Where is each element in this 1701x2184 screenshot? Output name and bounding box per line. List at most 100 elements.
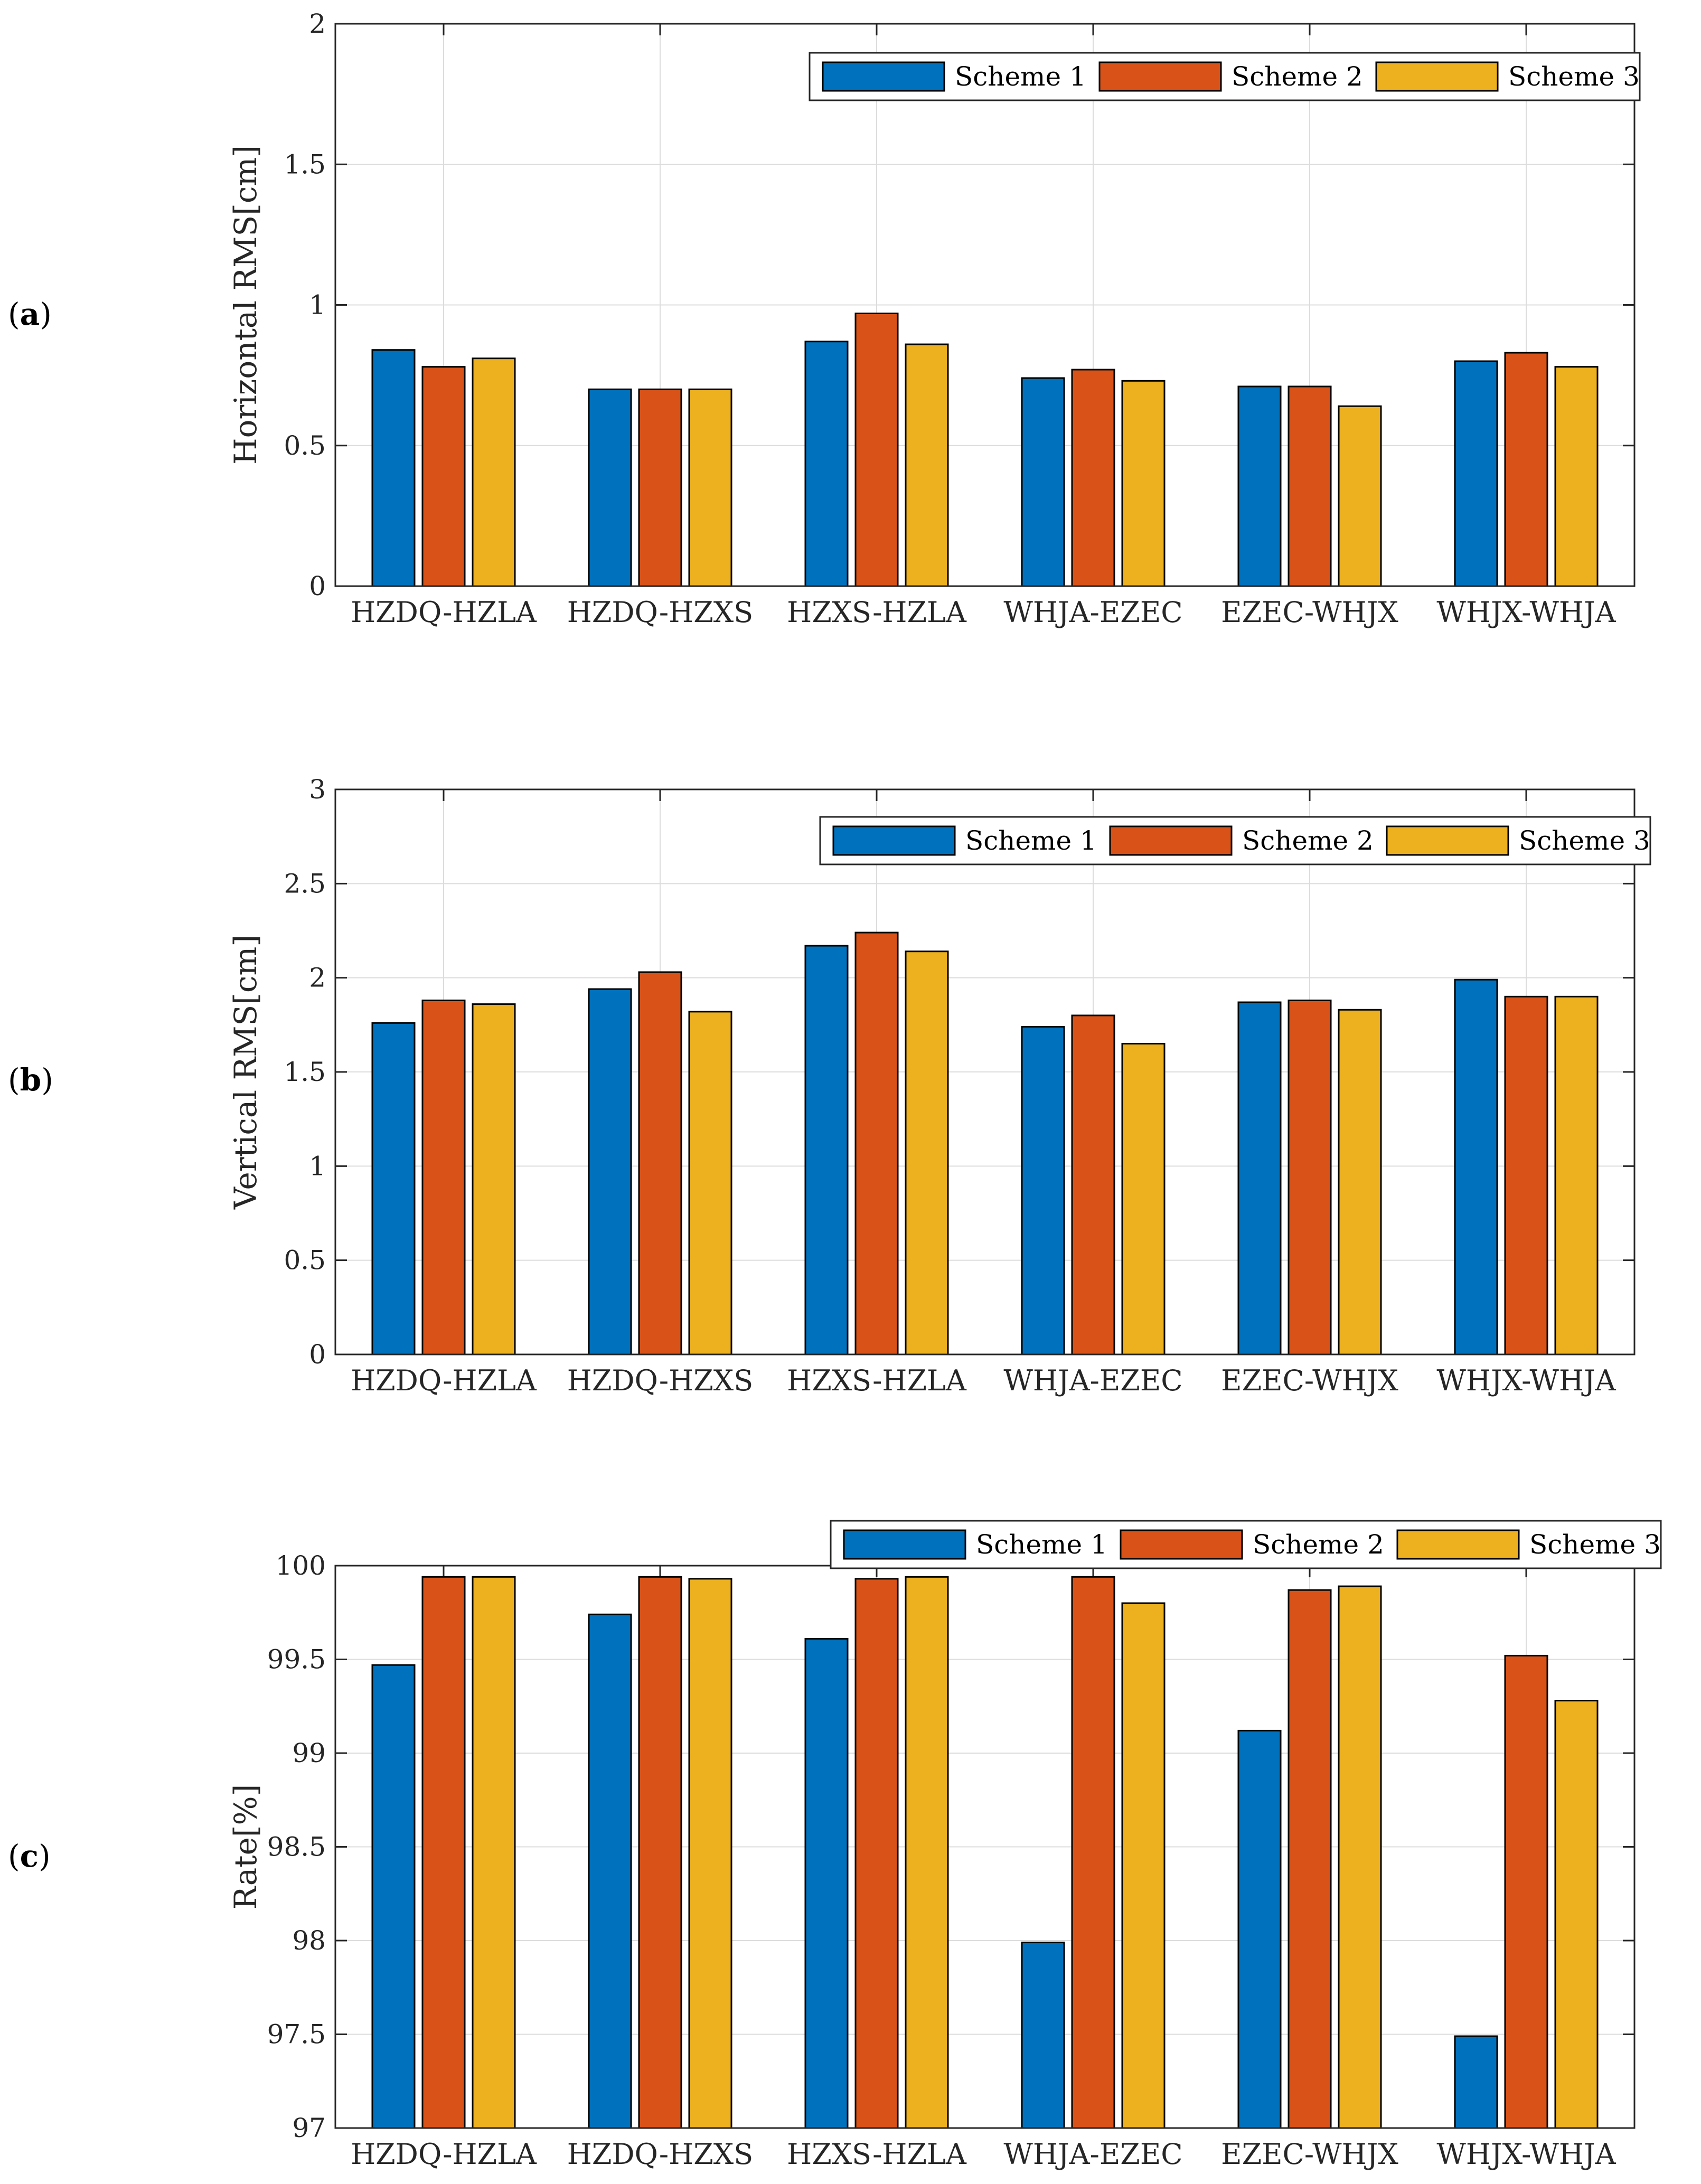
panel-label: (b) <box>8 1062 53 1098</box>
axes-box <box>334 23 1636 587</box>
legend-box <box>830 1520 1662 1569</box>
bar-scheme-1-ezec-whjx <box>1237 1001 1282 1355</box>
bar-scheme-3-ezec-whjx <box>1338 1585 1382 2129</box>
bar-scheme-1-whja-ezec <box>1021 1025 1065 1355</box>
bar-scheme-2-hzdq-hzla <box>421 1576 466 2129</box>
y-tick-label: 99.5 <box>267 1644 326 1675</box>
y-tick-label: 1.5 <box>284 149 326 180</box>
y-tick-label: 2 <box>309 963 326 993</box>
bar-scheme-3-hzxs-hzla <box>905 1576 949 2129</box>
legend-swatch <box>843 1529 966 1560</box>
legend-swatch <box>1386 825 1509 856</box>
legend-entry: Scheme 3 <box>1529 1529 1661 1560</box>
legend-swatch <box>1396 1529 1520 1560</box>
bar-scheme-2-whjx-whja <box>1504 1654 1548 2129</box>
legend-entry: Scheme 1 <box>976 1529 1107 1560</box>
bar-scheme-2-whja-ezec <box>1071 1576 1115 2129</box>
legend-swatch <box>1098 61 1222 92</box>
bar-scheme-1-ezec-whjx <box>1237 1729 1282 2129</box>
bar-scheme-3-whjx-whja <box>1554 1700 1599 2129</box>
y-tick-label: 0.5 <box>284 1245 326 1276</box>
bar-scheme-3-whja-ezec <box>1121 380 1166 587</box>
bar-scheme-3-hzdq-hzla <box>472 357 516 587</box>
bar-scheme-3-hzxs-hzla <box>905 950 949 1355</box>
bar-scheme-2-hzdq-hzla <box>421 366 466 587</box>
y-tick-label: 1 <box>309 1151 326 1181</box>
bar-scheme-1-hzdq-hzla <box>371 1022 416 1355</box>
legend: Scheme 1 Scheme 2 Scheme 3 <box>819 816 1651 865</box>
bar-scheme-3-hzdq-hzxs <box>688 1011 732 1355</box>
bar-scheme-1-hzxs-hzla <box>804 1637 849 2129</box>
legend-entry: Scheme 2 <box>1232 61 1363 92</box>
bar-scheme-2-hzdq-hzxs <box>638 388 682 587</box>
bar-scheme-2-ezec-whjx <box>1288 999 1332 1355</box>
bar-scheme-1-whjx-whja <box>1454 978 1498 1355</box>
x-tick-label: WHJX-WHJA <box>1436 2138 1616 2171</box>
bar-scheme-3-hzdq-hzla <box>472 1576 516 2129</box>
bar-scheme-2-whja-ezec <box>1071 369 1115 587</box>
bar-scheme-3-hzdq-hzla <box>472 1003 516 1355</box>
x-tick-label: HZDQ-HZLA <box>351 1364 537 1397</box>
x-tick-label: HZXS-HZLA <box>787 596 967 629</box>
bar-scheme-2-ezec-whjx <box>1288 385 1332 587</box>
x-tick-label: WHJX-WHJA <box>1436 596 1616 629</box>
bar-scheme-2-hzxs-hzla <box>854 931 899 1355</box>
x-tick-label: HZDQ-HZLA <box>351 596 537 629</box>
legend-entry: Scheme 1 <box>965 825 1097 856</box>
legend-swatch <box>1109 825 1233 856</box>
bar-scheme-2-hzxs-hzla <box>854 312 899 587</box>
x-tick-label: HZXS-HZLA <box>787 2138 967 2171</box>
y-axis-label: Horizontal RMS[cm] <box>228 145 264 465</box>
x-tick-label: WHJA-EZEC <box>1003 1364 1182 1397</box>
bar-scheme-2-whja-ezec <box>1071 1014 1115 1355</box>
bar-scheme-1-whja-ezec <box>1021 377 1065 587</box>
legend: Scheme 1 Scheme 2 Scheme 3 <box>830 1520 1662 1569</box>
bar-scheme-1-whjx-whja <box>1454 2035 1498 2129</box>
bar-scheme-3-whjx-whja <box>1554 366 1599 587</box>
chart-panel-b: (b) 0 0.5 1 1.5 2 2.5 3 HZDQ-HZLA HZDQ-HZXS HZXS-H… <box>8 774 1651 1397</box>
bar-scheme-3-hzdq-hzxs <box>688 1578 732 2129</box>
x-tick-label: HZDQ-HZLA <box>351 2138 537 2171</box>
y-tick-label: 0 <box>309 1339 326 1370</box>
bar-scheme-3-hzxs-hzla <box>905 343 949 587</box>
bar-scheme-1-whja-ezec <box>1021 1942 1065 2129</box>
y-tick-label: 0 <box>309 571 326 601</box>
y-tick-label: 100 <box>276 1550 326 1581</box>
x-tick-label: HZDQ-HZXS <box>567 2138 753 2171</box>
bar-scheme-3-whja-ezec <box>1121 1043 1166 1355</box>
legend-swatch <box>832 825 956 856</box>
bar-scheme-1-hzdq-hzla <box>371 1664 416 2129</box>
y-tick-label: 98.5 <box>267 1832 326 1862</box>
y-tick-label: 2.5 <box>284 868 326 899</box>
x-tick-label: WHJA-EZEC <box>1003 596 1182 629</box>
legend-entry: Scheme 2 <box>1253 1529 1384 1560</box>
legend-entry: Scheme 3 <box>1508 61 1640 92</box>
legend-swatch <box>822 61 945 92</box>
y-tick-label: 99 <box>292 1738 326 1768</box>
bar-scheme-2-whjx-whja <box>1504 995 1548 1355</box>
bar-scheme-1-hzdq-hzxs <box>588 1613 632 2129</box>
x-tick-label: EZEC-WHJX <box>1221 1364 1398 1397</box>
bar-scheme-1-hzxs-hzla <box>804 945 849 1355</box>
y-tick-label: 97 <box>292 2113 326 2143</box>
legend-entry: Scheme 3 <box>1519 825 1650 856</box>
y-tick-label: 97.5 <box>267 2019 326 2050</box>
panel-label: (a) <box>8 296 52 332</box>
x-tick-label: WHJA-EZEC <box>1003 2138 1182 2171</box>
bar-scheme-2-hzdq-hzxs <box>638 1576 682 2129</box>
y-tick-label: 1 <box>309 290 326 321</box>
bar-scheme-3-ezec-whjx <box>1338 1009 1382 1355</box>
bar-scheme-3-hzdq-hzxs <box>688 388 732 587</box>
bar-scheme-3-whja-ezec <box>1121 1602 1166 2129</box>
bar-scheme-1-ezec-whjx <box>1237 385 1282 587</box>
x-tick-label: EZEC-WHJX <box>1221 596 1398 629</box>
legend-swatch <box>1120 1529 1243 1560</box>
x-tick-label: HZDQ-HZXS <box>567 596 753 629</box>
panel-label: (c) <box>8 1838 51 1874</box>
bar-scheme-3-ezec-whjx <box>1338 405 1382 587</box>
bar-scheme-1-hzdq-hzxs <box>588 988 632 1355</box>
bar-scheme-3-whjx-whja <box>1554 995 1599 1355</box>
y-tick-label: 3 <box>309 774 326 805</box>
y-axis-label: Vertical RMS[cm] <box>228 935 264 1210</box>
